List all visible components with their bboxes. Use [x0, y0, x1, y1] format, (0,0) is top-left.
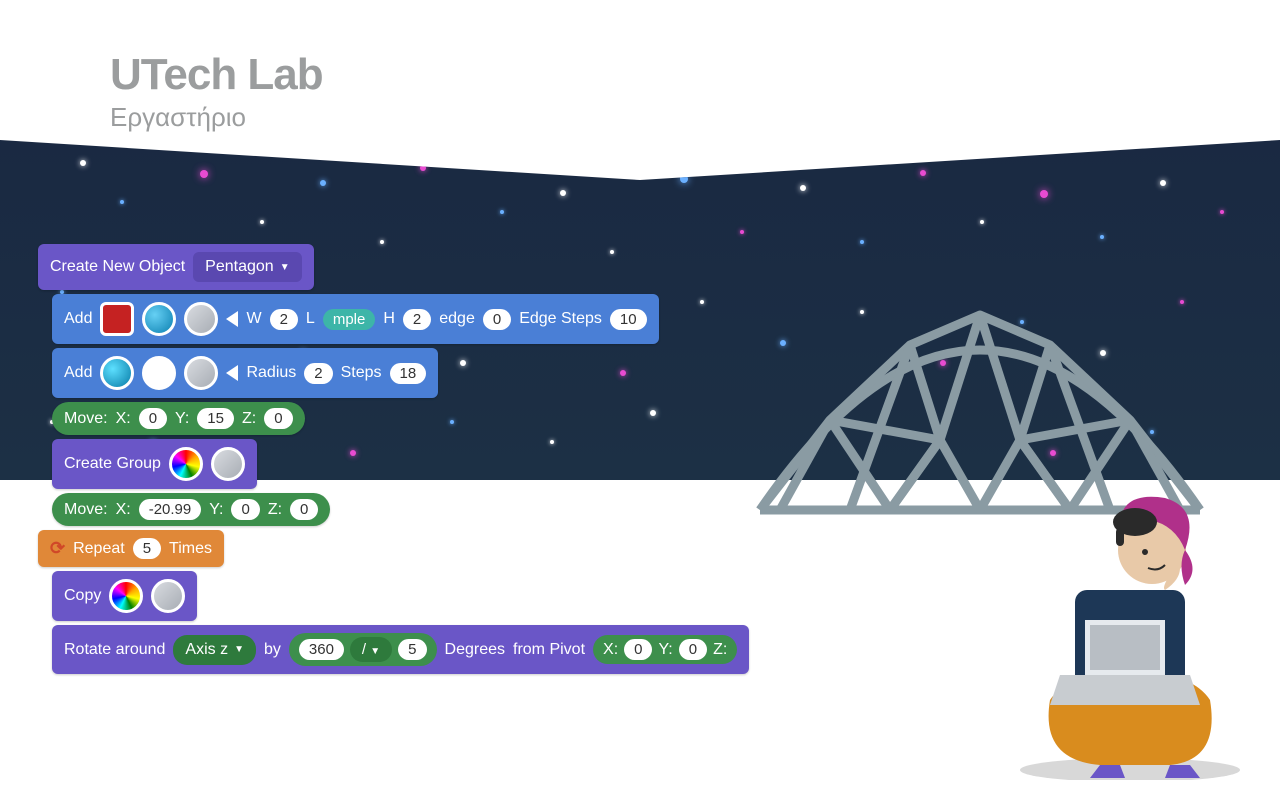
move1-y-input[interactable]: 15 — [197, 408, 234, 429]
repeat-count-input[interactable]: 5 — [133, 538, 161, 559]
grey-swatch[interactable] — [151, 579, 185, 613]
rainbow-swatch[interactable] — [169, 447, 203, 481]
steps-input[interactable]: 18 — [390, 363, 427, 384]
w-input[interactable]: 2 — [270, 309, 298, 330]
create-object-block[interactable]: Create New Object Pentagon ▼ — [38, 244, 314, 290]
color-swatch-sphere[interactable] — [100, 356, 134, 390]
create-group-block[interactable]: Create Group — [52, 439, 257, 489]
pivot-group: X: 0 Y: 0 Z: — [593, 635, 737, 664]
move-block-1[interactable]: Move: X: 0 Y: 15 Z: 0 — [52, 402, 305, 435]
color-swatch-red[interactable] — [100, 302, 134, 336]
color-swatch-blue[interactable] — [142, 302, 176, 336]
caret-down-icon: ▼ — [234, 644, 244, 655]
radius-input[interactable]: 2 — [304, 363, 332, 384]
move-block-2[interactable]: Move: X: -20.99 Y: 0 Z: 0 — [52, 493, 330, 526]
l-input[interactable]: mple — [323, 309, 376, 330]
character-illustration — [990, 480, 1260, 780]
copy-block[interactable]: Copy — [52, 571, 197, 621]
page-title: UTech Lab — [110, 50, 1280, 100]
edge-input[interactable]: 0 — [483, 309, 511, 330]
rotate-amount-group: 360 / ▼ 5 — [289, 633, 437, 666]
header: UTech Lab Εργαστήριο — [0, 0, 1280, 133]
code-blocks: Create New Object Pentagon ▼ Add W 2 L m… — [38, 244, 749, 678]
color-swatch-grey[interactable] — [184, 302, 218, 336]
color-swatch-grey[interactable] — [184, 356, 218, 390]
pivot-y-input[interactable]: 0 — [679, 639, 707, 660]
add-box-block[interactable]: Add W 2 L mple H 2 edge 0 Edge Steps 10 — [52, 294, 659, 344]
grey-swatch[interactable] — [211, 447, 245, 481]
rotate-block[interactable]: Rotate around Axis z ▼ by 360 / ▼ 5 Degr… — [52, 625, 749, 674]
rainbow-swatch[interactable] — [109, 579, 143, 613]
move2-z-input[interactable]: 0 — [290, 499, 318, 520]
caret-down-icon: ▼ — [280, 262, 290, 273]
shape-dropdown[interactable]: Pentagon ▼ — [193, 252, 301, 282]
color-swatch-white[interactable] — [142, 356, 176, 390]
rotate-deg-input[interactable]: 360 — [299, 639, 344, 660]
rotate-div-input[interactable]: 5 — [398, 639, 426, 660]
rotate-op-dropdown[interactable]: / ▼ — [350, 637, 392, 662]
pivot-x-input[interactable]: 0 — [624, 639, 652, 660]
chevron-left-icon[interactable] — [226, 365, 238, 381]
page-subtitle: Εργαστήριο — [110, 102, 1280, 133]
loop-icon: ⟳ — [50, 538, 65, 559]
chevron-left-icon[interactable] — [226, 311, 238, 327]
add-label: Add — [64, 364, 92, 382]
move1-x-input[interactable]: 0 — [139, 408, 167, 429]
create-object-label: Create New Object — [50, 258, 185, 276]
repeat-block[interactable]: ⟳ Repeat 5 Times — [38, 530, 224, 567]
add-sphere-block[interactable]: Add Radius 2 Steps 18 — [52, 348, 438, 398]
edge-steps-input[interactable]: 10 — [610, 309, 647, 330]
h-input[interactable]: 2 — [403, 309, 431, 330]
axis-dropdown[interactable]: Axis z ▼ — [173, 635, 256, 665]
move1-z-input[interactable]: 0 — [264, 408, 292, 429]
move2-x-input[interactable]: -20.99 — [139, 499, 202, 520]
move2-y-input[interactable]: 0 — [231, 499, 259, 520]
add-label: Add — [64, 310, 92, 328]
